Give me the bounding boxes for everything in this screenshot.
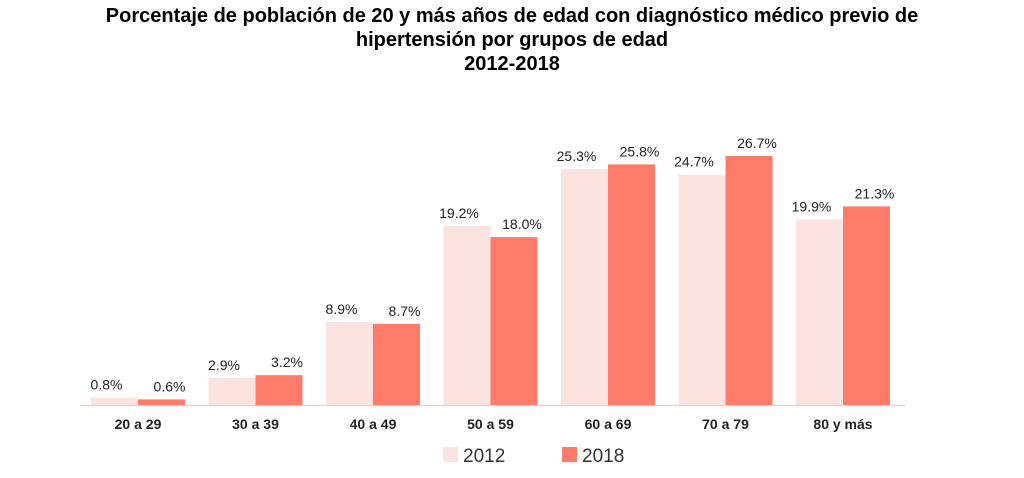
legend-swatch-2018	[562, 447, 577, 462]
legend-label-2018: 2018	[582, 446, 624, 467]
data-label-2018-1: 3.2%	[271, 354, 303, 370]
bar-2018-4	[608, 164, 655, 405]
data-label-2018-0: 0.6%	[154, 378, 186, 394]
bar-2012-3	[443, 225, 491, 405]
chart-title: Porcentaje de población de 20 y más años…	[0, 4, 1024, 76]
bar-2012-6	[796, 219, 843, 405]
legend-swatch-2012	[443, 447, 458, 462]
data-label-2012-3: 19.2%	[439, 205, 479, 221]
title-line-1: Porcentaje de población de 20 y más años…	[105, 5, 919, 27]
data-label-2012-4: 25.3%	[557, 148, 597, 164]
title-line-2: hipertensión por grupos de edad	[355, 29, 669, 51]
x-tick-label-6: 80 y más	[813, 416, 872, 432]
x-tick-label-0: 20 a 29	[115, 416, 162, 432]
data-label-2012-2: 8.9%	[326, 301, 358, 317]
bar-2018-1	[255, 375, 303, 405]
data-label-2018-3: 18.0%	[502, 216, 542, 232]
bar-2012-4	[561, 169, 608, 405]
title-line-3: 2012-2018	[464, 53, 560, 75]
bar-2018-0	[138, 399, 185, 405]
bar-2012-2	[326, 322, 373, 405]
data-label-2012-6: 19.9%	[792, 198, 832, 214]
data-label-2012-5: 24.7%	[674, 154, 714, 170]
bar-2018-5	[725, 156, 773, 405]
data-label-2012-1: 2.9%	[208, 357, 240, 373]
data-label-2018-5: 26.7%	[737, 135, 777, 151]
data-label-2018-2: 8.7%	[389, 303, 421, 319]
bar-2012-0	[91, 397, 138, 405]
x-tick-label-2: 40 a 49	[350, 416, 397, 432]
bar-2018-2	[373, 323, 420, 405]
bar-2012-5	[678, 174, 726, 405]
bar-2012-1	[208, 377, 256, 405]
x-tick-label-5: 70 a 79	[702, 416, 749, 432]
x-tick-label-4: 60 a 69	[585, 416, 632, 432]
bar-2018-3	[490, 237, 538, 405]
data-label-2012-0: 0.8%	[91, 377, 123, 393]
x-tick-label-1: 30 a 39	[232, 416, 279, 432]
legend-label-2012: 2012	[463, 446, 505, 467]
bar-2018-6	[843, 206, 890, 405]
x-tick-label-3: 50 a 59	[467, 416, 514, 432]
data-label-2018-6: 21.3%	[855, 185, 895, 201]
data-label-2018-4: 25.8%	[620, 143, 660, 159]
